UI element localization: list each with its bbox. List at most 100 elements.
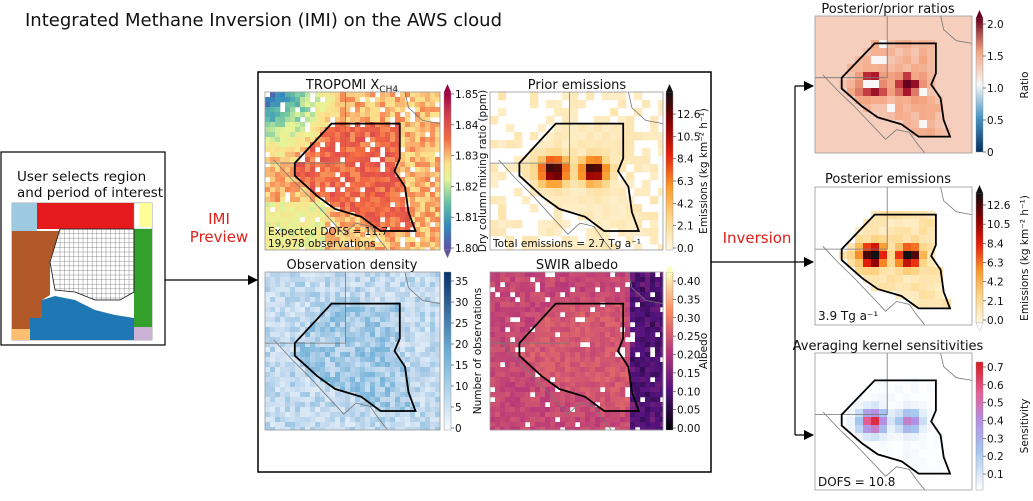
map-cell bbox=[390, 292, 396, 298]
map-cell bbox=[959, 120, 968, 129]
map-cell bbox=[355, 172, 361, 178]
map-cell bbox=[310, 417, 316, 423]
map-cell bbox=[550, 287, 556, 293]
map-cell bbox=[546, 156, 555, 165]
map-cell bbox=[340, 317, 346, 323]
map-cell bbox=[655, 317, 661, 323]
map-cell bbox=[405, 352, 411, 358]
map-cell bbox=[515, 342, 521, 348]
map-cell bbox=[545, 382, 551, 388]
map-cell bbox=[600, 352, 606, 358]
colorbar-tick-label: 15 bbox=[455, 360, 468, 372]
map-cell bbox=[345, 187, 351, 193]
map-cell bbox=[410, 142, 416, 148]
map-cell bbox=[410, 427, 416, 431]
map-cell bbox=[420, 177, 426, 183]
map-cell bbox=[555, 377, 561, 383]
map-cell bbox=[420, 192, 426, 198]
map-cell bbox=[515, 312, 521, 318]
map-cell bbox=[655, 277, 661, 283]
map-cell bbox=[630, 272, 636, 278]
map-cell bbox=[340, 322, 346, 328]
map-cell bbox=[270, 387, 276, 393]
map-cell bbox=[610, 392, 616, 398]
map-cell bbox=[650, 212, 659, 221]
map-cell bbox=[270, 377, 276, 383]
map-cell bbox=[360, 102, 366, 108]
map-cell bbox=[425, 322, 431, 328]
map-cell bbox=[863, 64, 872, 73]
map-cell bbox=[330, 317, 336, 323]
colorbar-tick-label: 1.0 bbox=[987, 83, 1004, 95]
map-cell bbox=[650, 297, 656, 303]
map-cell bbox=[365, 167, 371, 173]
diagram-title: Integrated Methane Inversion (IMI) on th… bbox=[25, 10, 502, 31]
map-cell bbox=[330, 287, 336, 293]
map-cell bbox=[879, 417, 888, 426]
map-cell bbox=[554, 180, 563, 189]
map-cell bbox=[578, 164, 587, 173]
map-cell bbox=[839, 96, 848, 105]
map-cell bbox=[300, 277, 306, 283]
map-cell bbox=[535, 367, 541, 373]
map-cell bbox=[575, 277, 581, 283]
map-cell bbox=[405, 132, 411, 138]
map-cell bbox=[295, 172, 301, 178]
map-cell bbox=[585, 322, 591, 328]
map-cell bbox=[951, 56, 960, 65]
map-cell bbox=[305, 202, 311, 208]
map-cell bbox=[285, 412, 291, 418]
map-cell bbox=[265, 112, 271, 118]
map-cell bbox=[265, 402, 271, 408]
map-cell bbox=[610, 124, 619, 133]
map-cell bbox=[315, 142, 321, 148]
map-cell bbox=[410, 412, 416, 418]
map-cell bbox=[345, 367, 351, 373]
map-cell bbox=[375, 147, 381, 153]
map-cell bbox=[310, 202, 316, 208]
map-cell bbox=[315, 202, 321, 208]
map-cell bbox=[585, 287, 591, 293]
map-cell bbox=[505, 427, 511, 431]
map-cell bbox=[650, 342, 656, 348]
map-cell bbox=[285, 372, 291, 378]
map-cell bbox=[425, 232, 431, 238]
map-cell bbox=[620, 287, 626, 293]
map-cell bbox=[420, 277, 426, 283]
map-cell bbox=[345, 217, 351, 223]
map-cell bbox=[365, 337, 371, 343]
map-cell bbox=[410, 382, 416, 388]
map-cell bbox=[615, 307, 621, 313]
tropomi-title: TROPOMI XCH4 bbox=[305, 78, 398, 95]
map-cell bbox=[385, 382, 391, 388]
map-cell bbox=[903, 425, 912, 434]
map-cell bbox=[847, 16, 856, 25]
map-cell bbox=[300, 397, 306, 403]
map-cell bbox=[405, 117, 411, 123]
map-cell bbox=[625, 357, 631, 363]
map-cell bbox=[831, 88, 840, 97]
map-cell bbox=[435, 427, 441, 431]
map-cell bbox=[410, 237, 416, 243]
country-border bbox=[822, 411, 926, 491]
map-cell bbox=[340, 422, 346, 428]
map-cell bbox=[510, 327, 516, 333]
map-cell bbox=[395, 367, 401, 373]
colorbar-gradient bbox=[443, 91, 452, 251]
map-cell bbox=[515, 392, 521, 398]
map-cell bbox=[320, 282, 326, 288]
map-cell bbox=[919, 128, 928, 137]
map-cell bbox=[330, 302, 336, 308]
map-cell bbox=[959, 112, 968, 121]
map-cell bbox=[270, 157, 276, 163]
map-cell bbox=[335, 317, 341, 323]
map-cell bbox=[420, 337, 426, 343]
map-cell bbox=[310, 182, 316, 188]
map-cell bbox=[340, 287, 346, 293]
map-cell bbox=[505, 397, 511, 403]
map-cell bbox=[380, 292, 386, 298]
map-cell bbox=[555, 382, 561, 388]
map-cell bbox=[410, 272, 416, 278]
map-cell bbox=[565, 292, 571, 298]
map-cell bbox=[435, 137, 441, 143]
